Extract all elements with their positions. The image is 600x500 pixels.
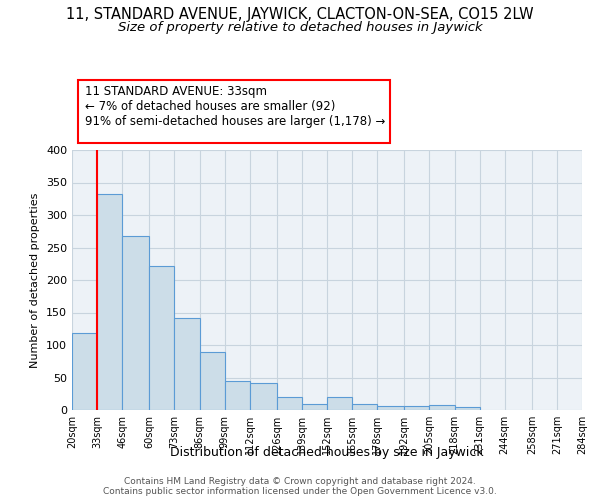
Bar xyxy=(250,384,277,410)
Bar xyxy=(455,408,479,410)
Bar xyxy=(327,397,352,410)
Text: Contains HM Land Registry data © Crown copyright and database right 2024.: Contains HM Land Registry data © Crown c… xyxy=(124,476,476,486)
Bar xyxy=(430,406,455,410)
Bar xyxy=(97,194,122,410)
Text: 11, STANDARD AVENUE, JAYWICK, CLACTON-ON-SEA, CO15 2LW: 11, STANDARD AVENUE, JAYWICK, CLACTON-ON… xyxy=(66,8,534,22)
Bar xyxy=(175,318,199,410)
Bar xyxy=(277,397,302,410)
Text: 11 STANDARD AVENUE: 33sqm
← 7% of detached houses are smaller (92)
91% of semi-d: 11 STANDARD AVENUE: 33sqm ← 7% of detach… xyxy=(85,85,386,128)
Y-axis label: Number of detached properties: Number of detached properties xyxy=(31,192,40,368)
Bar xyxy=(72,334,97,410)
Text: Distribution of detached houses by size in Jaywick: Distribution of detached houses by size … xyxy=(170,446,484,459)
Bar xyxy=(199,352,224,410)
Bar xyxy=(122,236,149,410)
Bar xyxy=(377,406,404,410)
Bar xyxy=(404,406,430,410)
Text: Size of property relative to detached houses in Jaywick: Size of property relative to detached ho… xyxy=(118,21,482,34)
Bar xyxy=(149,266,175,410)
Bar xyxy=(302,404,327,410)
Text: Contains public sector information licensed under the Open Government Licence v3: Contains public sector information licen… xyxy=(103,486,497,496)
Bar xyxy=(352,404,377,410)
Bar xyxy=(224,381,250,410)
